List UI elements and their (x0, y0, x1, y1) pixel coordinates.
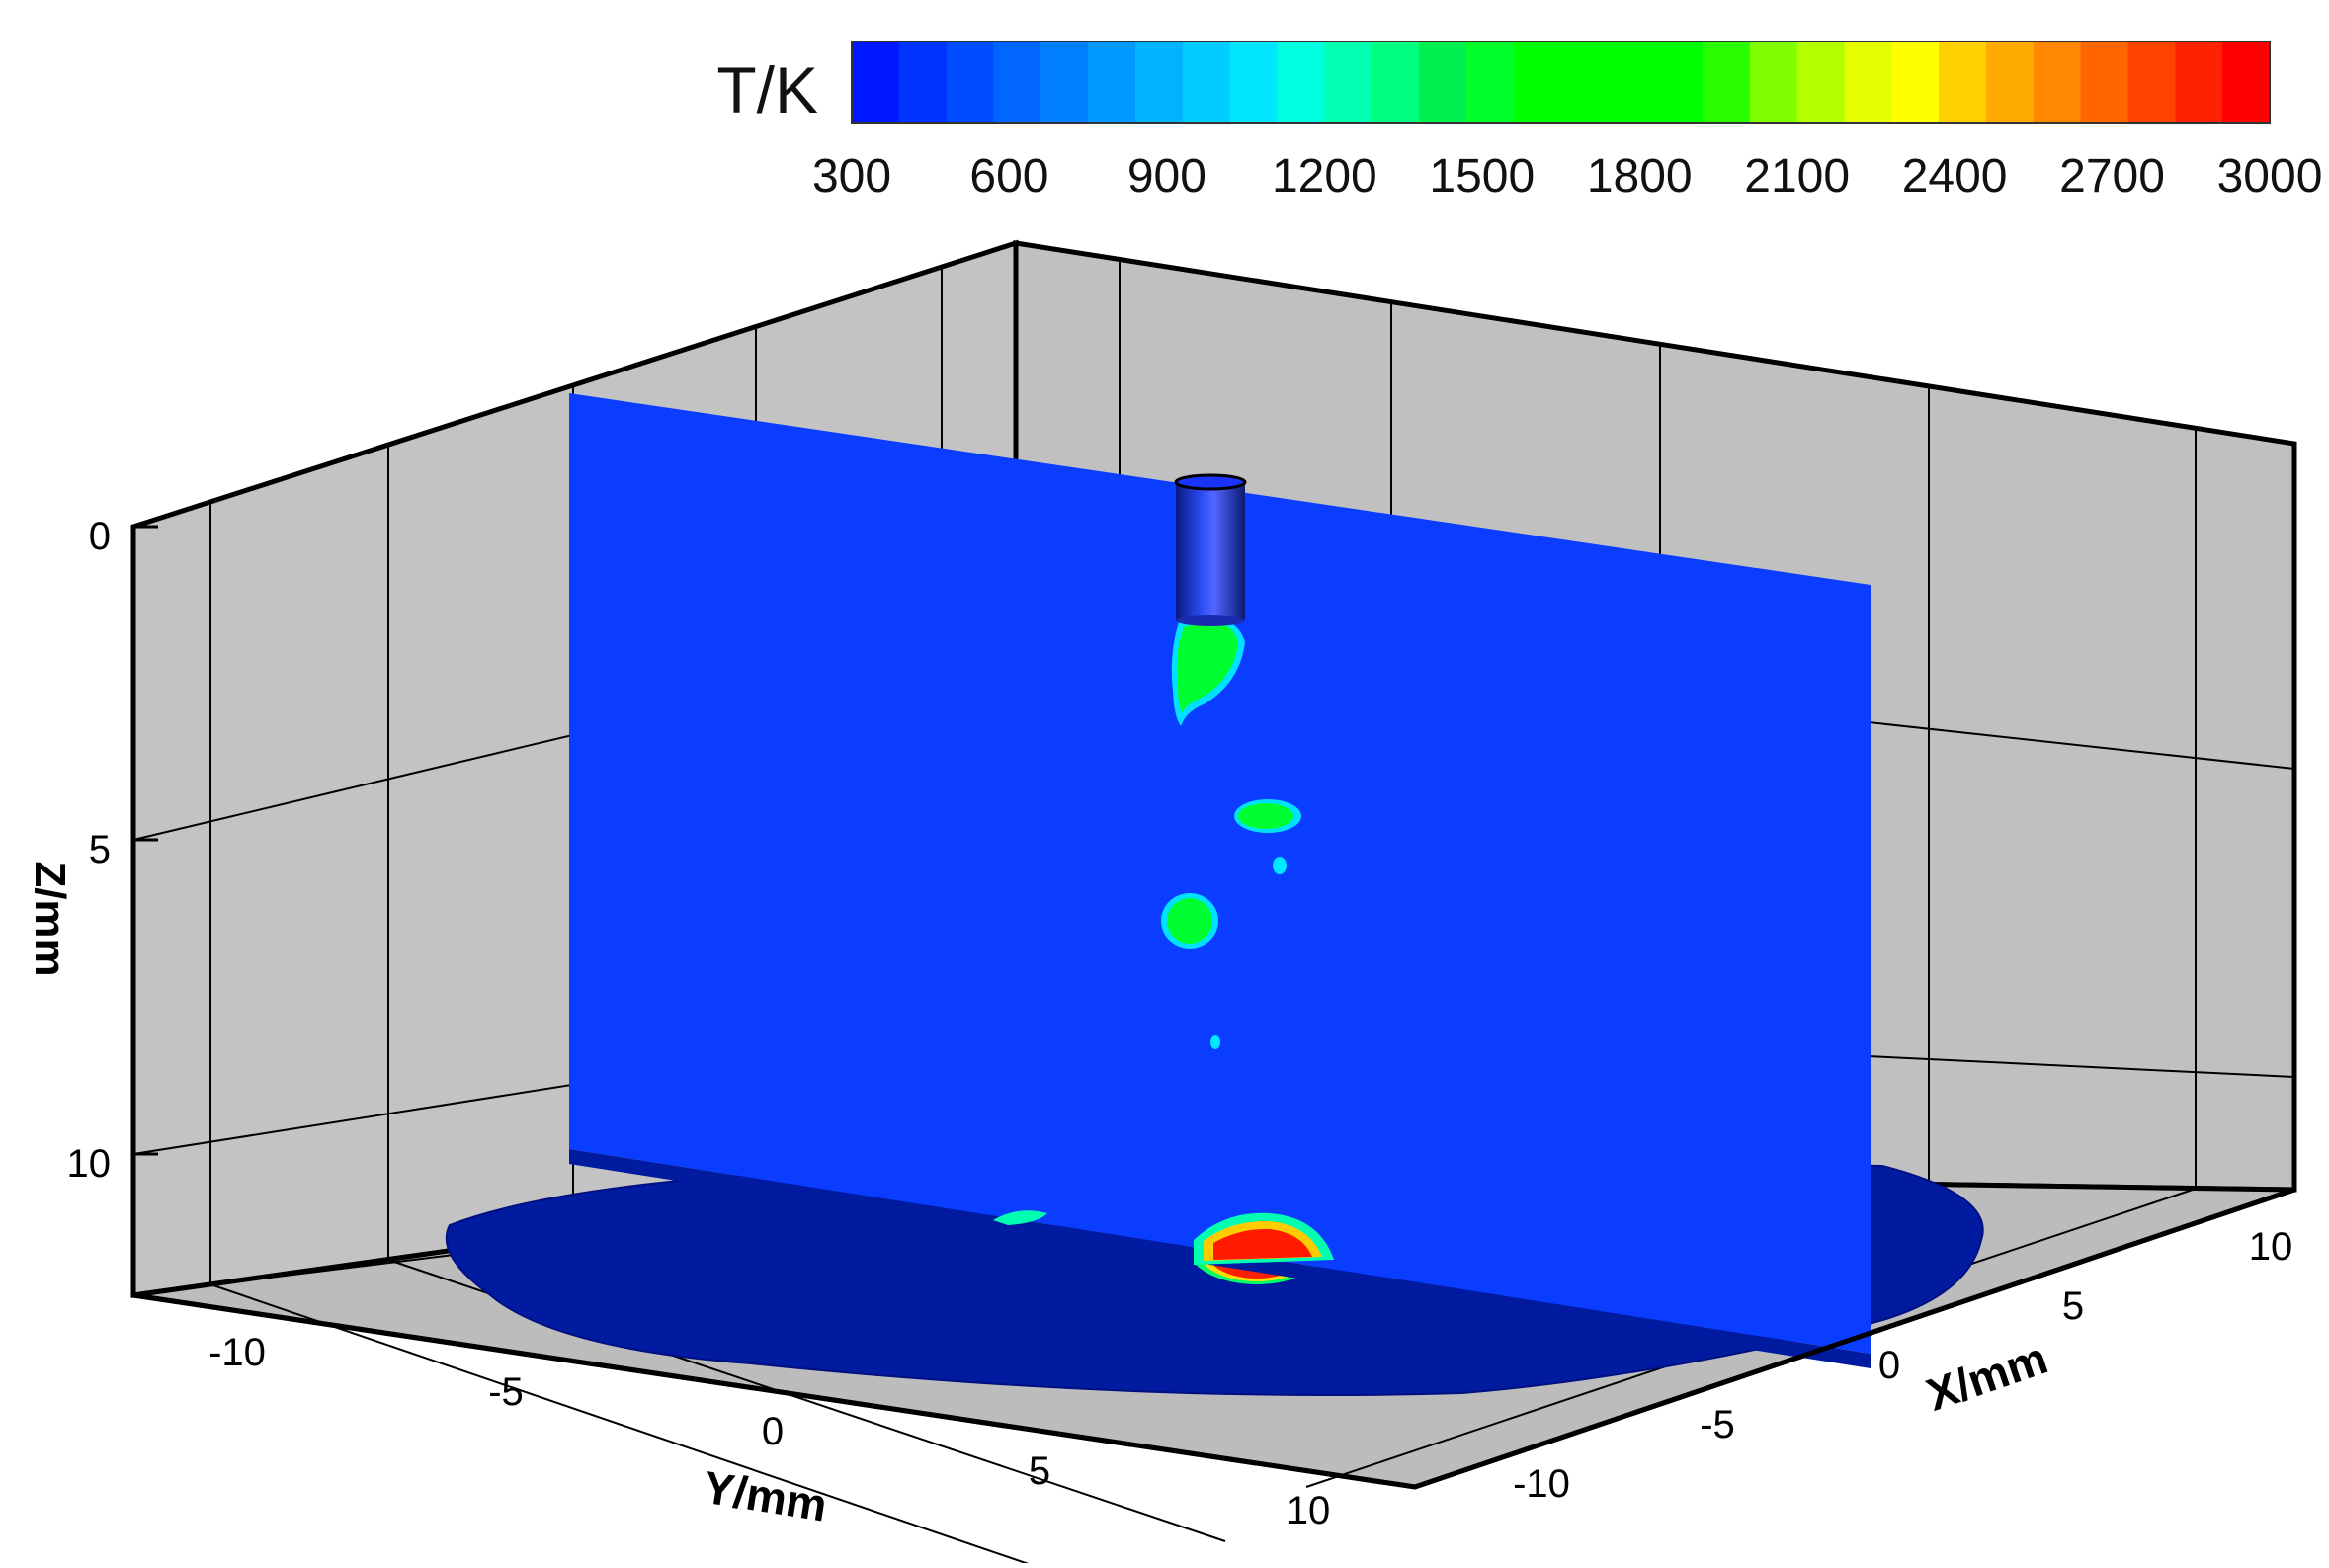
colorbar-tick-label: 300 (812, 150, 891, 203)
colorbar-tick-label: 2400 (1902, 150, 2008, 203)
nozzle (1174, 473, 1247, 626)
impact-slice-core (1213, 1228, 1312, 1260)
x-tick-m10: -10 (1513, 1462, 1570, 1506)
x-tick-0: 0 (1878, 1344, 1900, 1387)
colorbar-cell (1135, 41, 1184, 123)
y-tick-5: 5 (1029, 1449, 1050, 1493)
colorbar-frame (851, 41, 2271, 124)
colorbar-cell (1939, 41, 1987, 123)
colorbar-cell (1655, 41, 1704, 123)
y-tick-m5: -5 (488, 1370, 524, 1414)
colorbar-cell (1372, 41, 1420, 123)
colorbar-ticks: 300 600 900 1200 1500 1800 2100 2400 2700 3000 (812, 150, 2322, 203)
y-axis-label: Y/mm (701, 1461, 831, 1531)
colorbar-cell (1088, 41, 1136, 123)
colorbar-cell (1040, 41, 1089, 123)
colorbar-cell (1891, 41, 1940, 123)
colorbar-tick-label: 1200 (1272, 150, 1377, 203)
colorbar-cell (2080, 41, 2129, 123)
z-tick-10: 10 (67, 1142, 112, 1186)
jet-plume (1176, 622, 1238, 713)
colorbar-tick-label: 1800 (1587, 150, 1693, 203)
colorbar-cell (1465, 41, 1515, 123)
colorbar-cell (1513, 41, 1562, 123)
nozzle-exit (1176, 615, 1245, 626)
colorbar-tick-label: 3000 (2217, 150, 2323, 203)
slice-plane (569, 393, 1871, 1354)
colorbar-tick-label: 900 (1127, 150, 1206, 203)
colorbar-cell (2127, 41, 2176, 123)
nozzle-body (1176, 482, 1245, 620)
colorbar-cell (993, 41, 1041, 123)
z-axis: 0 5 10 Z/mm (26, 515, 158, 1186)
colorbar-cell (1324, 41, 1372, 123)
colorbar-tick-label: 1500 (1429, 150, 1535, 203)
x-axis-label: X/mm (1920, 1332, 2053, 1421)
colorbar-tick-label: 2700 (2059, 150, 2165, 203)
z-tick-0: 0 (89, 515, 111, 558)
colorbar: T/K 300 600 900 1200 1500 1800 2100 2400 2700 300… (716, 41, 2322, 203)
x-tick-10: 10 (2249, 1225, 2293, 1269)
colorbar-cell (1419, 41, 1467, 123)
y-tick-10: 10 (1287, 1489, 1331, 1532)
colorbar-cell (1986, 41, 2035, 123)
colorbar-cell (1182, 41, 1231, 123)
colorbar-cell (1844, 41, 1892, 123)
colorbar-cell (1703, 41, 1751, 123)
colorbar-cell (1229, 41, 1279, 123)
droplet-1 (1238, 803, 1293, 829)
x-tick-5: 5 (2062, 1284, 2084, 1328)
colorbar-cell (946, 41, 995, 123)
colorbar-cell (1277, 41, 1325, 123)
colorbar-cell (852, 41, 900, 123)
z-axis-label: Z/mm (26, 861, 74, 976)
colorbar-cell (1749, 41, 1798, 123)
splash-on-slice (993, 1210, 1047, 1225)
droplet-1b (1273, 857, 1287, 874)
nozzle-top (1174, 473, 1247, 491)
colorbar-cell (898, 41, 948, 123)
colorbar-cell (2222, 41, 2271, 123)
colorbar-cell (2175, 41, 2223, 123)
colorbar-cells (852, 41, 2271, 123)
droplet-2 (1167, 898, 1212, 944)
colorbar-tick-label: 600 (969, 150, 1048, 203)
droplet-3 (1210, 1035, 1220, 1049)
x-tick-m5: -5 (1700, 1403, 1735, 1446)
colorbar-label: T/K (716, 53, 818, 126)
colorbar-cell (1796, 41, 1846, 123)
colorbar-tick-label: 2100 (1744, 150, 1850, 203)
colorbar-cell (2033, 41, 2082, 123)
box-front-edges (130, 527, 2295, 1490)
colorbar-cell (1608, 41, 1656, 123)
colorbar-cell (1560, 41, 1609, 123)
temperature-slice (569, 393, 1871, 1368)
y-tick-m10: -10 (208, 1331, 266, 1374)
z-tick-5: 5 (89, 828, 111, 871)
y-tick-0: 0 (762, 1410, 784, 1453)
